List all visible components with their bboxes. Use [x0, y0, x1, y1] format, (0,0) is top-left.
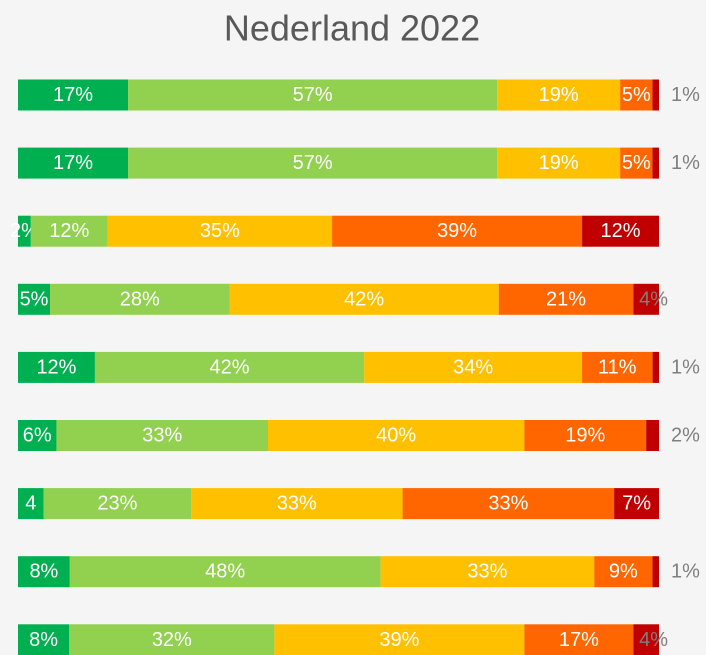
bar-segment — [128, 79, 498, 111]
data-label: 5% — [622, 152, 651, 174]
bar-segment — [18, 420, 57, 451]
bar-segment — [69, 624, 275, 655]
bar-segment — [332, 215, 583, 247]
bar-segment — [18, 215, 31, 247]
bar-segment — [524, 420, 647, 451]
data-label: 19% — [565, 425, 605, 447]
data-label: 12% — [601, 220, 641, 242]
data-label: 11% — [598, 356, 637, 378]
data-label: 33% — [488, 493, 528, 515]
bar-segment — [274, 624, 525, 655]
bar-segment — [191, 488, 403, 520]
data-label: 5% — [20, 288, 49, 310]
data-label: 32% — [152, 629, 192, 651]
data-label: 33% — [142, 425, 182, 447]
data-label: 19% — [539, 84, 579, 106]
bar-segment — [620, 147, 653, 179]
data-label: 17% — [559, 629, 599, 651]
bar-segment — [50, 283, 230, 315]
bar-segment — [652, 351, 659, 383]
bar-segment — [30, 215, 108, 247]
bar-segment — [652, 147, 659, 179]
bar-segment — [402, 488, 615, 520]
data-label: 57% — [293, 84, 333, 106]
bar-segment — [594, 556, 653, 588]
data-label: 19% — [539, 152, 579, 174]
data-label: 1% — [671, 152, 700, 174]
data-label: 57% — [293, 152, 333, 174]
data-label: 8% — [29, 629, 58, 651]
data-label: 42% — [210, 356, 250, 378]
data-label: 5% — [622, 84, 651, 106]
bar-segment — [128, 147, 498, 179]
bar-segment — [94, 351, 365, 383]
bar-segment — [229, 283, 499, 315]
bar-segment — [497, 79, 621, 111]
bar-segment — [364, 351, 583, 383]
bar-segment — [524, 624, 634, 655]
data-label: 39% — [437, 220, 477, 242]
bar-segment — [652, 556, 659, 588]
bar-segment — [582, 215, 659, 247]
data-label: 35% — [200, 220, 240, 242]
bar-segment — [652, 79, 659, 111]
data-label: 7% — [622, 493, 651, 515]
data-label: 21% — [546, 288, 586, 310]
bar-segment — [18, 488, 44, 520]
data-label: 48% — [205, 561, 245, 583]
data-label: 9% — [609, 561, 638, 583]
data-label: 8% — [29, 561, 58, 583]
data-label: 23% — [97, 493, 137, 515]
bar-segment — [380, 556, 595, 588]
data-label: 12% — [49, 220, 89, 242]
data-label: 12% — [36, 356, 76, 378]
bar-segment — [18, 147, 129, 179]
data-label: 17% — [53, 152, 93, 174]
data-label: 33% — [467, 561, 507, 583]
data-label: 28% — [120, 288, 160, 310]
data-label: 2% — [671, 425, 700, 447]
data-label: 17% — [53, 84, 93, 106]
data-label: 6% — [23, 425, 52, 447]
bar-segment — [69, 556, 381, 588]
data-label: 4 — [25, 493, 36, 515]
bar-segment — [620, 79, 653, 111]
bar-segment — [43, 488, 192, 520]
data-label: 34% — [453, 356, 493, 378]
bar-segment — [582, 351, 653, 383]
bar-segment — [614, 488, 659, 520]
data-label: 1% — [671, 84, 700, 106]
data-label: 1% — [671, 356, 700, 378]
bar-segment — [18, 351, 95, 383]
chart-title: Nederland 2022 — [224, 8, 480, 49]
bar-segment — [646, 420, 659, 451]
bar-segment — [18, 283, 51, 315]
bar-segment — [107, 215, 333, 247]
bar-segment — [56, 420, 268, 451]
bar-segment — [633, 283, 659, 315]
data-label: 33% — [277, 493, 317, 515]
bar-segment — [18, 556, 70, 588]
data-label: 4% — [639, 629, 668, 651]
bar-segment — [498, 283, 634, 315]
bar-segment — [633, 624, 659, 655]
bar-segment — [18, 79, 129, 111]
data-label: 42% — [344, 288, 384, 310]
data-label: 40% — [376, 425, 416, 447]
data-label: 39% — [379, 629, 419, 651]
bar-segment — [18, 624, 70, 655]
bar-segment — [497, 147, 621, 179]
data-label: 4% — [639, 288, 668, 310]
bar-segment — [267, 420, 525, 451]
data-label: 1% — [671, 561, 700, 583]
